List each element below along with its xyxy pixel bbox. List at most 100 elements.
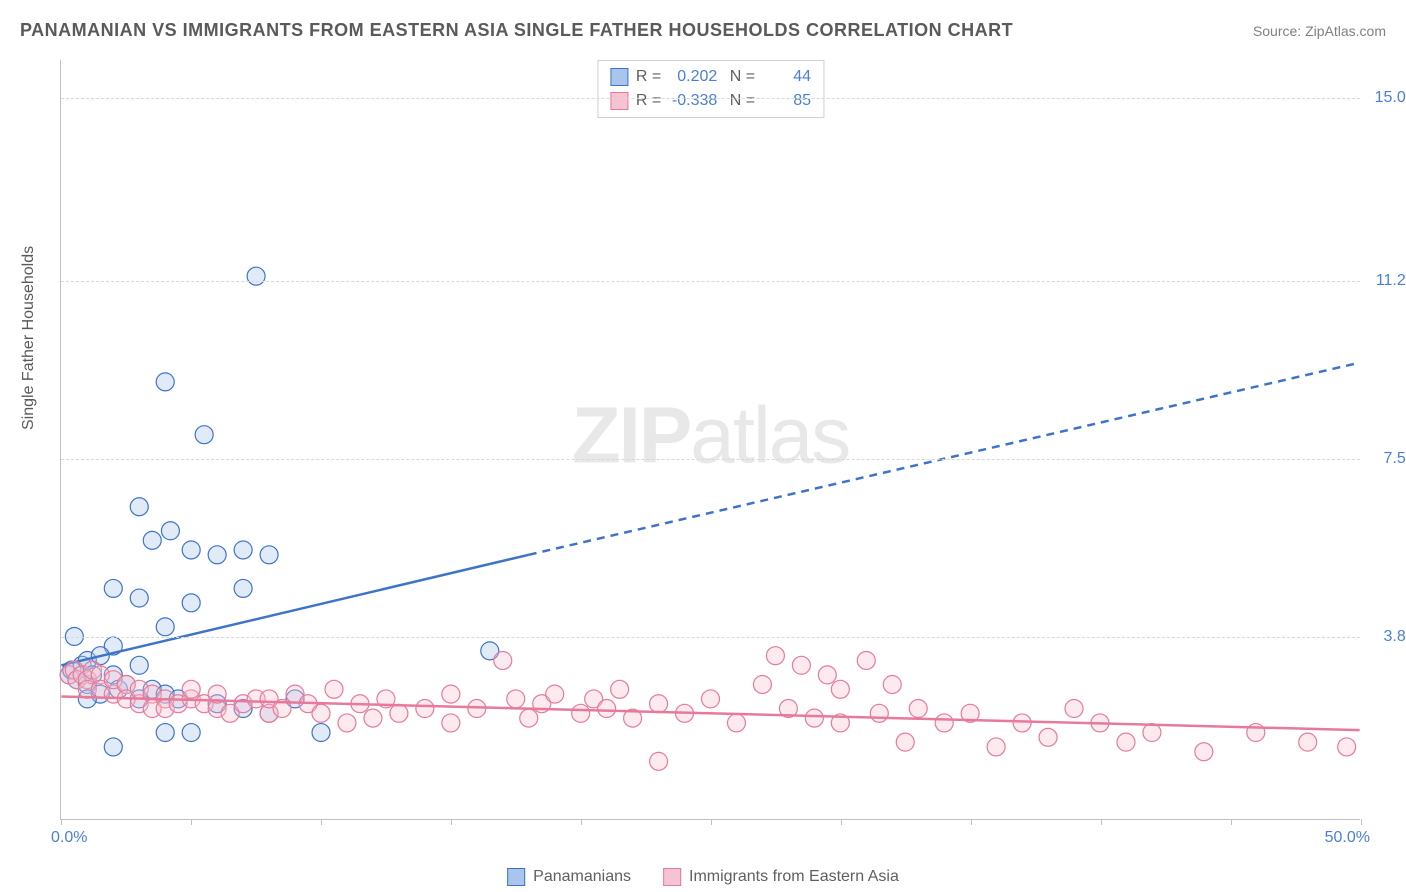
x-tick xyxy=(321,819,322,825)
legend-swatch-b xyxy=(663,868,681,886)
data-point xyxy=(520,709,538,727)
data-point xyxy=(312,724,330,742)
data-point xyxy=(987,738,1005,756)
y-tick-label: 7.5% xyxy=(1365,450,1406,468)
data-point xyxy=(208,546,226,564)
stats-row-a: R = 0.202 N = 44 xyxy=(610,65,811,89)
stat-r-label: R = xyxy=(636,89,661,113)
data-point xyxy=(234,541,252,559)
data-point xyxy=(1117,733,1135,751)
data-point xyxy=(182,541,200,559)
data-point xyxy=(611,680,629,698)
data-point xyxy=(870,704,888,722)
x-tick xyxy=(191,819,192,825)
data-point xyxy=(130,589,148,607)
data-point xyxy=(702,690,720,708)
legend: Panamanians Immigrants from Eastern Asia xyxy=(507,868,899,886)
data-point xyxy=(1143,724,1161,742)
stat-n-label: N = xyxy=(725,65,755,89)
x-tick xyxy=(1361,819,1362,825)
data-point xyxy=(104,579,122,597)
gridline xyxy=(61,637,1360,638)
x-min-label: 0.0% xyxy=(51,829,87,847)
data-point xyxy=(130,498,148,516)
data-point xyxy=(1039,728,1057,746)
chart-title: PANAMANIAN VS IMMIGRANTS FROM EASTERN AS… xyxy=(20,20,1013,41)
data-point xyxy=(896,733,914,751)
stat-n-label: N = xyxy=(725,89,755,113)
data-point xyxy=(161,522,179,540)
data-point xyxy=(104,738,122,756)
x-tick xyxy=(841,819,842,825)
data-point xyxy=(1299,733,1317,751)
stat-n-value-a: 44 xyxy=(763,65,811,89)
stat-r-value-a: 0.202 xyxy=(669,65,717,89)
stats-swatch-a xyxy=(610,68,628,86)
data-point xyxy=(156,618,174,636)
trend-line xyxy=(61,555,528,665)
data-point xyxy=(195,426,213,444)
data-point xyxy=(390,704,408,722)
data-point xyxy=(507,690,525,708)
data-point xyxy=(182,680,200,698)
data-point xyxy=(325,680,343,698)
y-tick-label: 15.0% xyxy=(1365,89,1406,107)
data-point xyxy=(1065,700,1083,718)
data-point xyxy=(338,714,356,732)
data-point xyxy=(909,700,927,718)
data-point xyxy=(156,724,174,742)
data-point xyxy=(857,651,875,669)
y-tick-label: 3.8% xyxy=(1365,628,1406,646)
legend-label-a: Panamanians xyxy=(533,868,631,886)
y-axis-title: Single Father Households xyxy=(20,246,38,430)
data-point xyxy=(260,546,278,564)
source-label: Source: ZipAtlas.com xyxy=(1253,23,1386,39)
data-point xyxy=(831,680,849,698)
scatter-svg xyxy=(61,60,1360,819)
data-point xyxy=(805,709,823,727)
stat-r-value-b: -0.338 xyxy=(669,89,717,113)
data-point xyxy=(182,594,200,612)
legend-label-b: Immigrants from Eastern Asia xyxy=(689,868,899,886)
x-tick xyxy=(1101,819,1102,825)
gridline xyxy=(61,281,1360,282)
legend-swatch-a xyxy=(507,868,525,886)
data-point xyxy=(442,685,460,703)
data-point xyxy=(935,714,953,732)
data-point xyxy=(598,700,616,718)
data-point xyxy=(1013,714,1031,732)
data-point xyxy=(650,752,668,770)
data-point xyxy=(130,656,148,674)
data-point xyxy=(792,656,810,674)
gridline xyxy=(61,98,1360,99)
data-point xyxy=(416,700,434,718)
data-point xyxy=(766,647,784,665)
data-point xyxy=(1195,743,1213,761)
y-tick-label: 11.2% xyxy=(1365,272,1406,290)
chart-area: ZIPatlas R = 0.202 N = 44 R = -0.338 N =… xyxy=(60,60,1360,820)
legend-item-a: Panamanians xyxy=(507,868,631,886)
data-point xyxy=(312,704,330,722)
stats-row-b: R = -0.338 N = 85 xyxy=(610,89,811,113)
data-point xyxy=(143,531,161,549)
data-point xyxy=(572,704,590,722)
data-point xyxy=(650,695,668,713)
data-point xyxy=(494,651,512,669)
data-point xyxy=(546,685,564,703)
data-point xyxy=(818,666,836,684)
stats-swatch-b xyxy=(610,92,628,110)
data-point xyxy=(1338,738,1356,756)
stat-r-label: R = xyxy=(636,65,661,89)
data-point xyxy=(182,724,200,742)
legend-item-b: Immigrants from Eastern Asia xyxy=(663,868,899,886)
data-point xyxy=(727,714,745,732)
data-point xyxy=(364,709,382,727)
data-point xyxy=(753,676,771,694)
data-point xyxy=(883,676,901,694)
data-point xyxy=(156,373,174,391)
x-tick xyxy=(971,819,972,825)
chart-header: PANAMANIAN VS IMMIGRANTS FROM EASTERN AS… xyxy=(20,20,1386,41)
data-point xyxy=(247,267,265,285)
x-max-label: 50.0% xyxy=(1325,829,1370,847)
x-tick xyxy=(1231,819,1232,825)
